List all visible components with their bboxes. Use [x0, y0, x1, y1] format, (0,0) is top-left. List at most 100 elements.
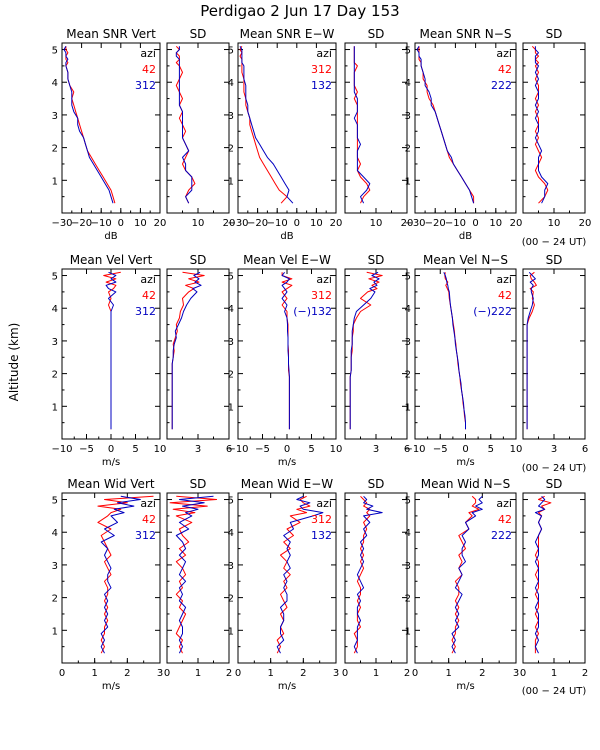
- x-tick-label: 3: [157, 668, 163, 679]
- x-tick-label: 20: [401, 218, 414, 229]
- x-tick-label: −10: [445, 218, 466, 229]
- x-tick-label: 10: [310, 218, 323, 229]
- series-line-132: [276, 495, 324, 654]
- x-tick-label: −30: [51, 218, 72, 229]
- legend-entry: (−)222: [473, 305, 512, 318]
- x-axis-label: m/s: [456, 681, 474, 692]
- x-tick-label: 1: [373, 668, 379, 679]
- series-line-312: [100, 495, 141, 654]
- series-line-222: [416, 46, 475, 204]
- panel-p23: SD 0 1 2: [342, 477, 410, 679]
- panel-title: SD: [368, 477, 385, 491]
- x-tick-label: 1: [551, 668, 557, 679]
- series-line-132: [281, 271, 290, 430]
- x-tick-label: 3: [195, 444, 201, 455]
- x-tick-label: 0: [235, 668, 241, 679]
- series-line-132: [239, 46, 294, 204]
- legend-heading: azi: [316, 497, 332, 510]
- x-tick-label: 2: [582, 668, 588, 679]
- x-tick-label: 20: [154, 218, 167, 229]
- x-tick-label: 3: [333, 668, 339, 679]
- panel-frame: [166, 42, 230, 214]
- series-line-312: [175, 46, 193, 204]
- panel-title: Mean Vel Vert: [70, 253, 153, 267]
- x-tick-label: 10: [548, 218, 561, 229]
- x-tick-label: 0: [520, 668, 526, 679]
- y-tick-label: 5: [405, 272, 411, 283]
- x-tick-label: 3: [551, 444, 557, 455]
- panel-p00: Mean SNR Vert −30−20−10 0 10 20 1 2 3 4 5 dB azi 42 3…: [51, 27, 166, 242]
- x-tick-label: 0: [412, 668, 418, 679]
- legend-heading: azi: [496, 47, 512, 60]
- x-tick-label: 10: [134, 218, 147, 229]
- x-tick-label: −30: [227, 218, 248, 229]
- x-tick-label: −5: [79, 444, 94, 455]
- y-tick-label: 3: [228, 111, 234, 122]
- series-line-312: [349, 271, 383, 430]
- x-tick-label: −10: [227, 444, 248, 455]
- y-tick-label: 5: [228, 46, 234, 57]
- y-tick-label: 2: [52, 370, 58, 381]
- ut-note-row1: (00 − 24 UT): [522, 237, 587, 248]
- panel-title: SD: [190, 27, 207, 41]
- x-tick-label: 2: [124, 668, 130, 679]
- x-tick-label: −30: [404, 218, 425, 229]
- series-line-222: [534, 495, 546, 654]
- x-tick-label: −5: [433, 444, 448, 455]
- y-tick-label: 3: [405, 561, 411, 572]
- ut-note-row3: (00 − 24 UT): [522, 686, 587, 697]
- y-tick-label: 5: [52, 272, 58, 283]
- panel-title: Mean SNR E−W: [240, 27, 335, 41]
- x-axis-label: dB: [104, 231, 117, 242]
- y-tick-label: 4: [228, 304, 234, 315]
- y-tick-label: 5: [405, 46, 411, 57]
- series-line-312: [63, 46, 114, 204]
- x-tick-label: 0: [108, 444, 114, 455]
- legend-entry: 312: [135, 529, 156, 542]
- x-tick-label: 0: [284, 444, 290, 455]
- x-axis-label: m/s: [102, 681, 120, 692]
- x-tick-label: 10: [330, 444, 343, 455]
- x-tick-label: 0: [472, 218, 478, 229]
- y-tick-label: 1: [405, 626, 411, 637]
- y-tick-label: 4: [405, 528, 411, 539]
- panel-p02: Mean SNR E−W −30−20−10 0 10 20 1 2 3 4 5 dB azi 312 1…: [227, 27, 342, 242]
- y-tick-label: 1: [52, 626, 58, 637]
- y-tick-label: 1: [228, 176, 234, 187]
- panel-grid: Mean SNR Vert−30−20−10 0 10 2012345dBazi423…: [51, 27, 591, 692]
- series-line-132: [353, 495, 383, 654]
- y-tick-label: 3: [405, 111, 411, 122]
- legend-heading: azi: [496, 273, 512, 286]
- y-tick-label: 5: [405, 496, 411, 507]
- ut-note-row2: (00 − 24 UT): [522, 463, 587, 474]
- x-tick-label: −10: [51, 444, 72, 455]
- panel-p24: Mean Wid N−S 0 1 2 3 1 2 3 4 5 m/s azi 42 222: [405, 477, 520, 692]
- x-tick-label: −10: [267, 218, 288, 229]
- panel-frame: [522, 492, 586, 664]
- series-line-132: [349, 271, 380, 430]
- legend-entry: 42: [142, 63, 156, 76]
- y-tick-label: 4: [52, 528, 58, 539]
- legend-heading: azi: [140, 47, 156, 60]
- panel-p03: SD 10 20: [344, 27, 414, 229]
- legend-heading: azi: [316, 273, 332, 286]
- y-tick-label: 5: [228, 272, 234, 283]
- x-tick-label: 5: [488, 444, 494, 455]
- panel-p15: SD 3 6: [522, 253, 588, 455]
- panel-title: SD: [368, 253, 385, 267]
- panel-p10: Mean Vel Vert −10 −5 0 5 10 1 2 3 4 5 m/s azi 42 312: [51, 253, 166, 468]
- y-tick-label: 2: [52, 144, 58, 155]
- x-tick-label: 1: [267, 668, 273, 679]
- y-tick-label: 2: [228, 594, 234, 605]
- y-tick-label: 2: [52, 594, 58, 605]
- x-tick-label: 3: [513, 668, 519, 679]
- legend-entry: 42: [498, 289, 512, 302]
- series-line-42: [531, 45, 549, 204]
- y-tick-label: 2: [228, 144, 234, 155]
- panel-title: SD: [368, 27, 385, 41]
- x-tick-label: −5: [255, 444, 270, 455]
- panel-frame: [522, 42, 586, 214]
- x-tick-label: 5: [308, 444, 314, 455]
- legend-entry: 312: [311, 289, 332, 302]
